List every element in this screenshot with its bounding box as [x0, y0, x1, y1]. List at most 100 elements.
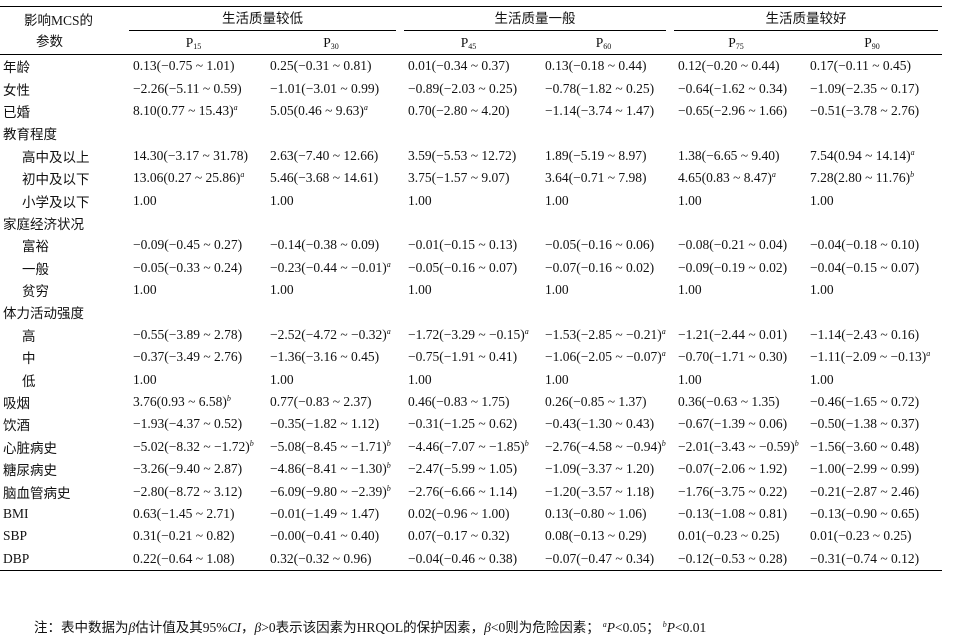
cell: 5.46(−3.68 ~ 14.61)	[270, 170, 379, 186]
column-header: P75	[670, 31, 802, 55]
cell: 0.12(−0.20 ~ 0.44)	[678, 58, 780, 74]
significance-marker: b	[524, 438, 529, 448]
cell-value: −6.09(−9.80 ~ −2.39)	[270, 483, 387, 499]
cell: 0.63(−1.45 ~ 2.71)	[133, 506, 235, 521]
column-header: P30	[262, 31, 400, 55]
cell: −2.47(−5.99 ~ 1.05)	[408, 461, 518, 477]
cell-value: −1.06(−2.05 ~ −0.07)	[545, 349, 662, 365]
cell: −0.70(−1.71 ~ 0.30)	[678, 349, 788, 365]
corner-line: 参数	[36, 33, 63, 49]
cell: −1.14(−2.43 ~ 0.16)	[810, 326, 920, 342]
significance-marker: b	[910, 170, 915, 180]
cell: 0.26(−0.85 ~ 1.37)	[545, 394, 647, 410]
cell: −4.46(−7.07 ~ −1.85)b	[400, 436, 537, 458]
table-row: 心脏病史 −5.02(−8.32 ~ −1.72)b −5.08(−8.45 ~ −…	[0, 436, 942, 458]
header-row: 影响MCS的 参数 生活质量较低 生活质量一般 生活质量较好	[0, 6, 942, 55]
footnote-marker: a	[602, 620, 607, 629]
row-label: 贫穷	[22, 284, 49, 300]
data-table: 影响MCS的 参数 生活质量较低 生活质量一般 生活质量较好 P15 P30 P45 P6…	[0, 6, 942, 571]
cell: −2.01(−3.43 ~ −0.59)b	[670, 436, 802, 458]
cell: −0.01(−0.15 ~ 0.13)	[408, 237, 518, 253]
table-row: 贫穷 1.00 1.00 1.00 1.00 1.00 1.00	[0, 279, 942, 301]
cell-value: 5.05(0.46 ~ 9.63)	[270, 102, 364, 118]
empty-cell	[125, 301, 942, 323]
cell: 4.65(0.83 ~ 8.47)a	[670, 167, 802, 189]
cell: 1.00	[133, 192, 157, 208]
group-header: 生活质量较低	[125, 6, 400, 31]
cell: 1.00	[678, 282, 702, 298]
cell: −0.07(−0.47 ~ 0.34)	[537, 547, 670, 571]
cell: −0.13(−1.08 ~ 0.81)	[678, 506, 788, 521]
cell: −0.51(−3.78 ~ 2.76)	[810, 102, 920, 118]
cell: −0.13(−0.90 ~ 0.65)	[810, 506, 920, 521]
table-row: 富裕 −0.09(−0.45 ~ 0.27) −0.14(−0.38 ~ 0.09)…	[0, 234, 942, 256]
cell: −0.05(−0.16 ~ 0.06)	[545, 237, 655, 253]
cell: 1.00	[810, 282, 834, 298]
cell: 1.89(−5.19 ~ 8.97)	[545, 147, 647, 163]
group-header: 生活质量较好	[670, 6, 942, 31]
row-label: 饮酒	[3, 418, 30, 434]
row-label: 年龄	[3, 60, 30, 76]
column-header: P45	[400, 31, 537, 55]
row-label: 女性	[3, 82, 30, 98]
corner-header: 影响MCS的 参数	[0, 6, 125, 55]
cell: −0.46(−1.65 ~ 0.72)	[810, 394, 920, 410]
table-row: 糖尿病史 −3.26(−9.40 ~ 2.87) −4.86(−8.41 ~ −1.…	[0, 458, 942, 480]
cell: −0.64(−1.62 ~ 0.34)	[678, 80, 788, 96]
empty-cell	[125, 122, 942, 144]
cell: −0.23(−0.44 ~ −0.01)a	[262, 257, 400, 279]
cell-value: 4.65(0.83 ~ 8.47)	[678, 170, 772, 186]
cell: 0.46(−0.83 ~ 1.75)	[408, 394, 510, 410]
significance-marker: a	[661, 326, 666, 336]
table-row: DBP 0.22(−0.64 ~ 1.08) 0.32(−0.32 ~ 0.96) −…	[0, 547, 942, 571]
cell-value: −1.11(−2.09 ~ −0.13)	[810, 349, 927, 365]
table-header: 影响MCS的 参数 生活质量较低 生活质量一般 生活质量较好 P15 P30 P45 P6…	[0, 6, 942, 55]
cell: −0.04(−0.46 ~ 0.38)	[400, 547, 537, 571]
cell: −0.21(−2.87 ~ 2.46)	[810, 483, 920, 499]
table-row: 中 −0.37(−3.49 ~ 2.76) −1.36(−3.16 ~ 0.45) −…	[0, 346, 942, 368]
cell-value: −1.53(−2.85 ~ −0.21)	[545, 326, 662, 342]
column-subscript: 30	[330, 41, 339, 51]
cell: 5.05(0.46 ~ 9.63)a	[262, 100, 400, 122]
cell: 1.00	[678, 192, 702, 208]
row-label: 教育程度	[3, 127, 57, 143]
group-title: 生活质量一般	[404, 8, 666, 31]
cell: −0.04(−0.15 ~ 0.07)	[810, 259, 920, 275]
cell: −0.14(−0.38 ~ 0.09)	[270, 237, 380, 253]
significance-marker: a	[926, 349, 931, 359]
cell-value: −5.02(−8.32 ~ −1.72)	[133, 438, 250, 454]
cell: 0.01(−0.34 ~ 0.37)	[408, 58, 510, 74]
cell: −4.86(−8.41 ~ −1.30)b	[262, 458, 400, 480]
column-letter: P	[185, 34, 194, 50]
table-row: 一般 −0.05(−0.33 ~ 0.24) −0.23(−0.44 ~ −0.01…	[0, 257, 942, 279]
cell: −0.75(−1.91 ~ 0.41)	[408, 349, 518, 365]
table-body: 年龄 0.13(−0.75 ~ 1.01) 0.25(−0.31 ~ 0.81) 0.…	[0, 55, 942, 571]
cell: −0.89(−2.03 ~ 0.25)	[408, 80, 518, 96]
footnote-text: 估计值及其95%	[135, 620, 228, 635]
footnote-text: <0则为危险因素；	[490, 620, 600, 635]
cell: −0.37(−3.49 ~ 2.76)	[133, 349, 243, 365]
footnote-symbol: β	[484, 620, 491, 635]
cell: −1.14(−3.74 ~ 1.47)	[545, 102, 655, 118]
cell-value: −4.86(−8.41 ~ −1.30)	[270, 461, 387, 477]
cell: −1.09(−2.35 ~ 0.17)	[810, 80, 920, 96]
cell: −0.31(−1.25 ~ 0.62)	[408, 416, 518, 432]
row-label: 低	[22, 373, 36, 389]
row-label: 一般	[22, 261, 49, 277]
significance-marker: b	[794, 438, 799, 448]
cell: 0.17(−0.11 ~ 0.45)	[810, 58, 912, 74]
cell: 1.00	[133, 282, 157, 298]
column-letter: P	[864, 34, 872, 50]
footnote-symbol: β	[128, 620, 136, 635]
cell: 1.00	[408, 371, 432, 387]
row-label: DBP	[0, 547, 125, 571]
row-label: SBP	[3, 528, 28, 544]
table-row: 家庭经济状况	[0, 212, 942, 234]
cell-value: 7.54(0.94 ~ 14.14)	[810, 147, 911, 163]
group-title: 生活质量较低	[129, 8, 396, 31]
cell-value: −2.76(−4.58 ~ −0.94)	[545, 438, 662, 454]
cell: −1.09(−3.37 ~ 1.20)	[545, 461, 655, 477]
significance-marker: b	[249, 438, 254, 448]
significance-marker: a	[661, 349, 666, 359]
